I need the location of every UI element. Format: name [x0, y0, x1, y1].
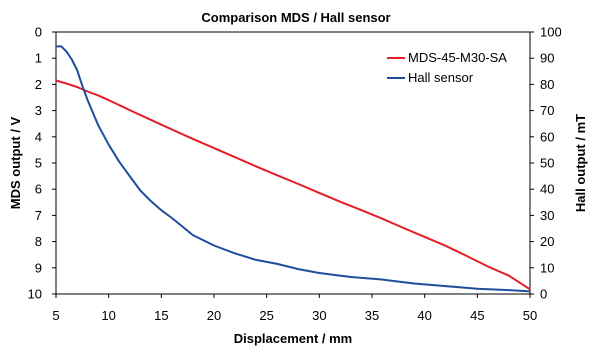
legend-label-hall: Hall sensor: [408, 70, 474, 85]
x-tick-label: 5: [52, 308, 59, 323]
right-tick-label: 10: [540, 260, 554, 275]
right-axis-ticks: 0 10 20 30 40 50 60 70 80 90 100: [530, 25, 562, 302]
left-axis-ticks: 0 1 2 3 4 5 6 7 8 9 10: [28, 25, 56, 302]
right-tick-label: 40: [540, 182, 554, 197]
right-tick-label: 50: [540, 156, 554, 171]
x-tick-label: 45: [470, 308, 484, 323]
right-tick-label: 70: [540, 103, 554, 118]
left-tick-label: 4: [35, 129, 42, 144]
x-tick-label: 35: [365, 308, 379, 323]
legend-label-mds: MDS-45-M30-SA: [408, 50, 507, 65]
x-axis-ticks: 5 10 15 20 25 30 35 40 45 50: [52, 294, 537, 323]
left-tick-label: 3: [35, 103, 42, 118]
right-tick-label: 60: [540, 129, 554, 144]
right-tick-label: 30: [540, 208, 554, 223]
x-tick-label: 25: [259, 308, 273, 323]
chart-title: Comparison MDS / Hall sensor: [201, 10, 390, 25]
x-tick-label: 50: [523, 308, 537, 323]
x-axis-title: Displacement / mm: [234, 331, 353, 346]
left-tick-label: 8: [35, 234, 42, 249]
right-tick-label: 0: [540, 287, 547, 302]
series-line-mds: [55, 79, 531, 291]
left-tick-label: 5: [35, 156, 42, 171]
right-tick-label: 80: [540, 77, 554, 92]
series-lines: [55, 45, 531, 293]
right-axis-title: Hall output / mT: [573, 114, 588, 212]
left-tick-label: 10: [28, 287, 42, 302]
x-tick-label: 20: [207, 308, 221, 323]
right-tick-label: 90: [540, 51, 554, 66]
left-tick-label: 9: [35, 260, 42, 275]
left-tick-label: 2: [35, 77, 42, 92]
left-tick-label: 1: [35, 51, 42, 66]
x-tick-label: 30: [312, 308, 326, 323]
left-tick-label: 7: [35, 208, 42, 223]
legend: MDS-45-M30-SA Hall sensor: [387, 50, 507, 85]
right-tick-label: 20: [540, 234, 554, 249]
x-tick-label: 40: [417, 308, 431, 323]
series-line-hall: [56, 45, 531, 293]
x-tick-label: 10: [101, 308, 115, 323]
x-tick-label: 15: [154, 308, 168, 323]
left-axis-title: MDS output / V: [8, 116, 23, 209]
left-tick-label: 0: [35, 25, 42, 40]
left-tick-label: 6: [35, 182, 42, 197]
right-tick-label: 100: [540, 25, 562, 40]
